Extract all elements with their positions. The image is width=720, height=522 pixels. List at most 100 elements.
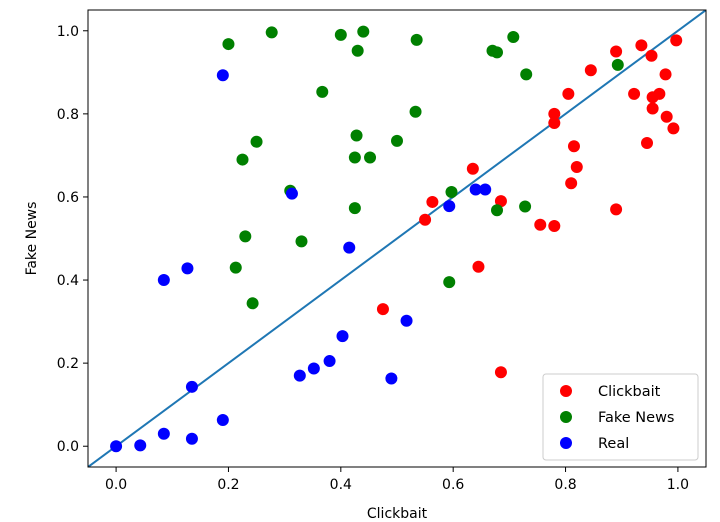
point-clickbait	[534, 218, 547, 231]
y-tick-label: 0.6	[57, 190, 79, 206]
point-real	[285, 187, 298, 200]
point-clickbait	[548, 107, 561, 120]
point-clickbait	[567, 140, 580, 153]
point-clickbait	[426, 195, 439, 208]
y-tick-label: 0.4	[57, 273, 79, 289]
point-clickbait	[419, 213, 432, 226]
legend-label-clickbait: Clickbait	[598, 384, 661, 400]
point-real	[323, 355, 336, 368]
point-fake-news	[445, 185, 458, 198]
point-real	[157, 274, 170, 287]
point-clickbait	[641, 136, 654, 149]
plot-area	[87, 9, 707, 468]
data-points	[110, 25, 683, 453]
point-real	[181, 262, 194, 275]
x-tick-label: 0.8	[554, 477, 576, 493]
point-real	[400, 314, 413, 327]
point-fake-news	[409, 105, 422, 118]
point-fake-news	[391, 134, 403, 147]
point-fake-news	[491, 46, 504, 59]
legend-label-fake-news: Fake News	[598, 410, 675, 426]
x-axis-ticks: 0.0 0.2 0.4 0.6 0.8 1.0	[105, 467, 689, 493]
point-real	[185, 432, 198, 445]
point-real	[157, 427, 170, 440]
point-real	[469, 183, 482, 196]
point-real	[216, 414, 229, 427]
point-fake-news	[410, 33, 423, 46]
point-fake-news	[364, 151, 377, 164]
point-real	[479, 183, 492, 196]
legend-marker-clickbait	[560, 385, 572, 397]
point-fake-news	[246, 297, 259, 310]
point-real	[307, 362, 320, 375]
point-real	[443, 200, 456, 213]
point-fake-news	[250, 135, 263, 148]
point-fake-news	[334, 28, 347, 41]
legend-box	[542, 373, 699, 461]
point-clickbait	[628, 87, 641, 100]
point-clickbait	[610, 45, 623, 58]
point-fake-news	[229, 261, 242, 274]
point-fake-news	[351, 44, 364, 57]
point-real	[185, 380, 198, 393]
legend: Clickbait Fake News Real	[542, 373, 699, 461]
y-tick-label: 0.8	[57, 107, 79, 123]
point-real	[134, 439, 147, 452]
x-tick-label: 1.0	[667, 477, 689, 493]
point-clickbait	[376, 303, 389, 316]
point-clickbait	[584, 64, 597, 77]
point-fake-news	[443, 276, 456, 289]
point-fake-news	[491, 204, 504, 217]
point-fake-news	[265, 26, 278, 39]
point-fake-news	[520, 68, 533, 81]
point-real	[343, 241, 356, 254]
point-clickbait	[670, 34, 683, 47]
point-clickbait	[646, 102, 659, 115]
point-fake-news	[357, 25, 370, 38]
point-fake-news	[519, 200, 532, 213]
legend-label-real: Real	[598, 436, 629, 452]
point-real	[110, 440, 123, 453]
x-tick-label: 0.6	[442, 477, 464, 493]
x-tick-label: 0.0	[105, 477, 127, 493]
point-clickbait	[659, 68, 672, 81]
point-fake-news	[295, 235, 308, 248]
point-fake-news	[316, 85, 329, 98]
point-fake-news	[348, 202, 361, 215]
y-axis-ticks: 0.0 0.2 0.4 0.6 0.8 1.0	[57, 24, 88, 455]
point-fake-news	[348, 151, 361, 164]
point-clickbait	[653, 87, 666, 100]
point-fake-news	[222, 38, 235, 51]
point-clickbait	[570, 161, 583, 174]
point-clickbait	[494, 366, 507, 379]
y-tick-label: 0.0	[57, 439, 79, 455]
point-clickbait	[660, 110, 673, 123]
point-clickbait	[635, 39, 648, 52]
point-fake-news	[507, 31, 520, 44]
point-clickbait	[466, 162, 479, 175]
point-fake-news	[611, 58, 624, 71]
point-real	[216, 69, 229, 82]
legend-marker-real	[560, 437, 572, 449]
y-tick-label: 0.2	[57, 356, 79, 372]
point-clickbait	[610, 203, 623, 216]
point-clickbait	[548, 117, 561, 130]
point-fake-news	[236, 153, 249, 166]
point-clickbait	[548, 220, 561, 233]
point-real	[293, 369, 306, 382]
legend-marker-fake-news	[560, 411, 572, 423]
point-clickbait	[562, 87, 575, 100]
point-clickbait	[565, 177, 578, 190]
x-tick-label: 0.2	[217, 477, 239, 493]
point-clickbait	[472, 260, 485, 273]
point-real	[336, 330, 349, 343]
y-tick-label: 1.0	[57, 24, 79, 40]
point-clickbait	[645, 49, 658, 62]
point-fake-news	[239, 230, 252, 243]
point-fake-news	[350, 129, 363, 142]
y-axis-label: Fake News	[24, 202, 40, 276]
point-clickbait	[667, 122, 680, 135]
point-clickbait	[494, 195, 507, 208]
x-axis-label: Clickbait	[367, 506, 428, 522]
